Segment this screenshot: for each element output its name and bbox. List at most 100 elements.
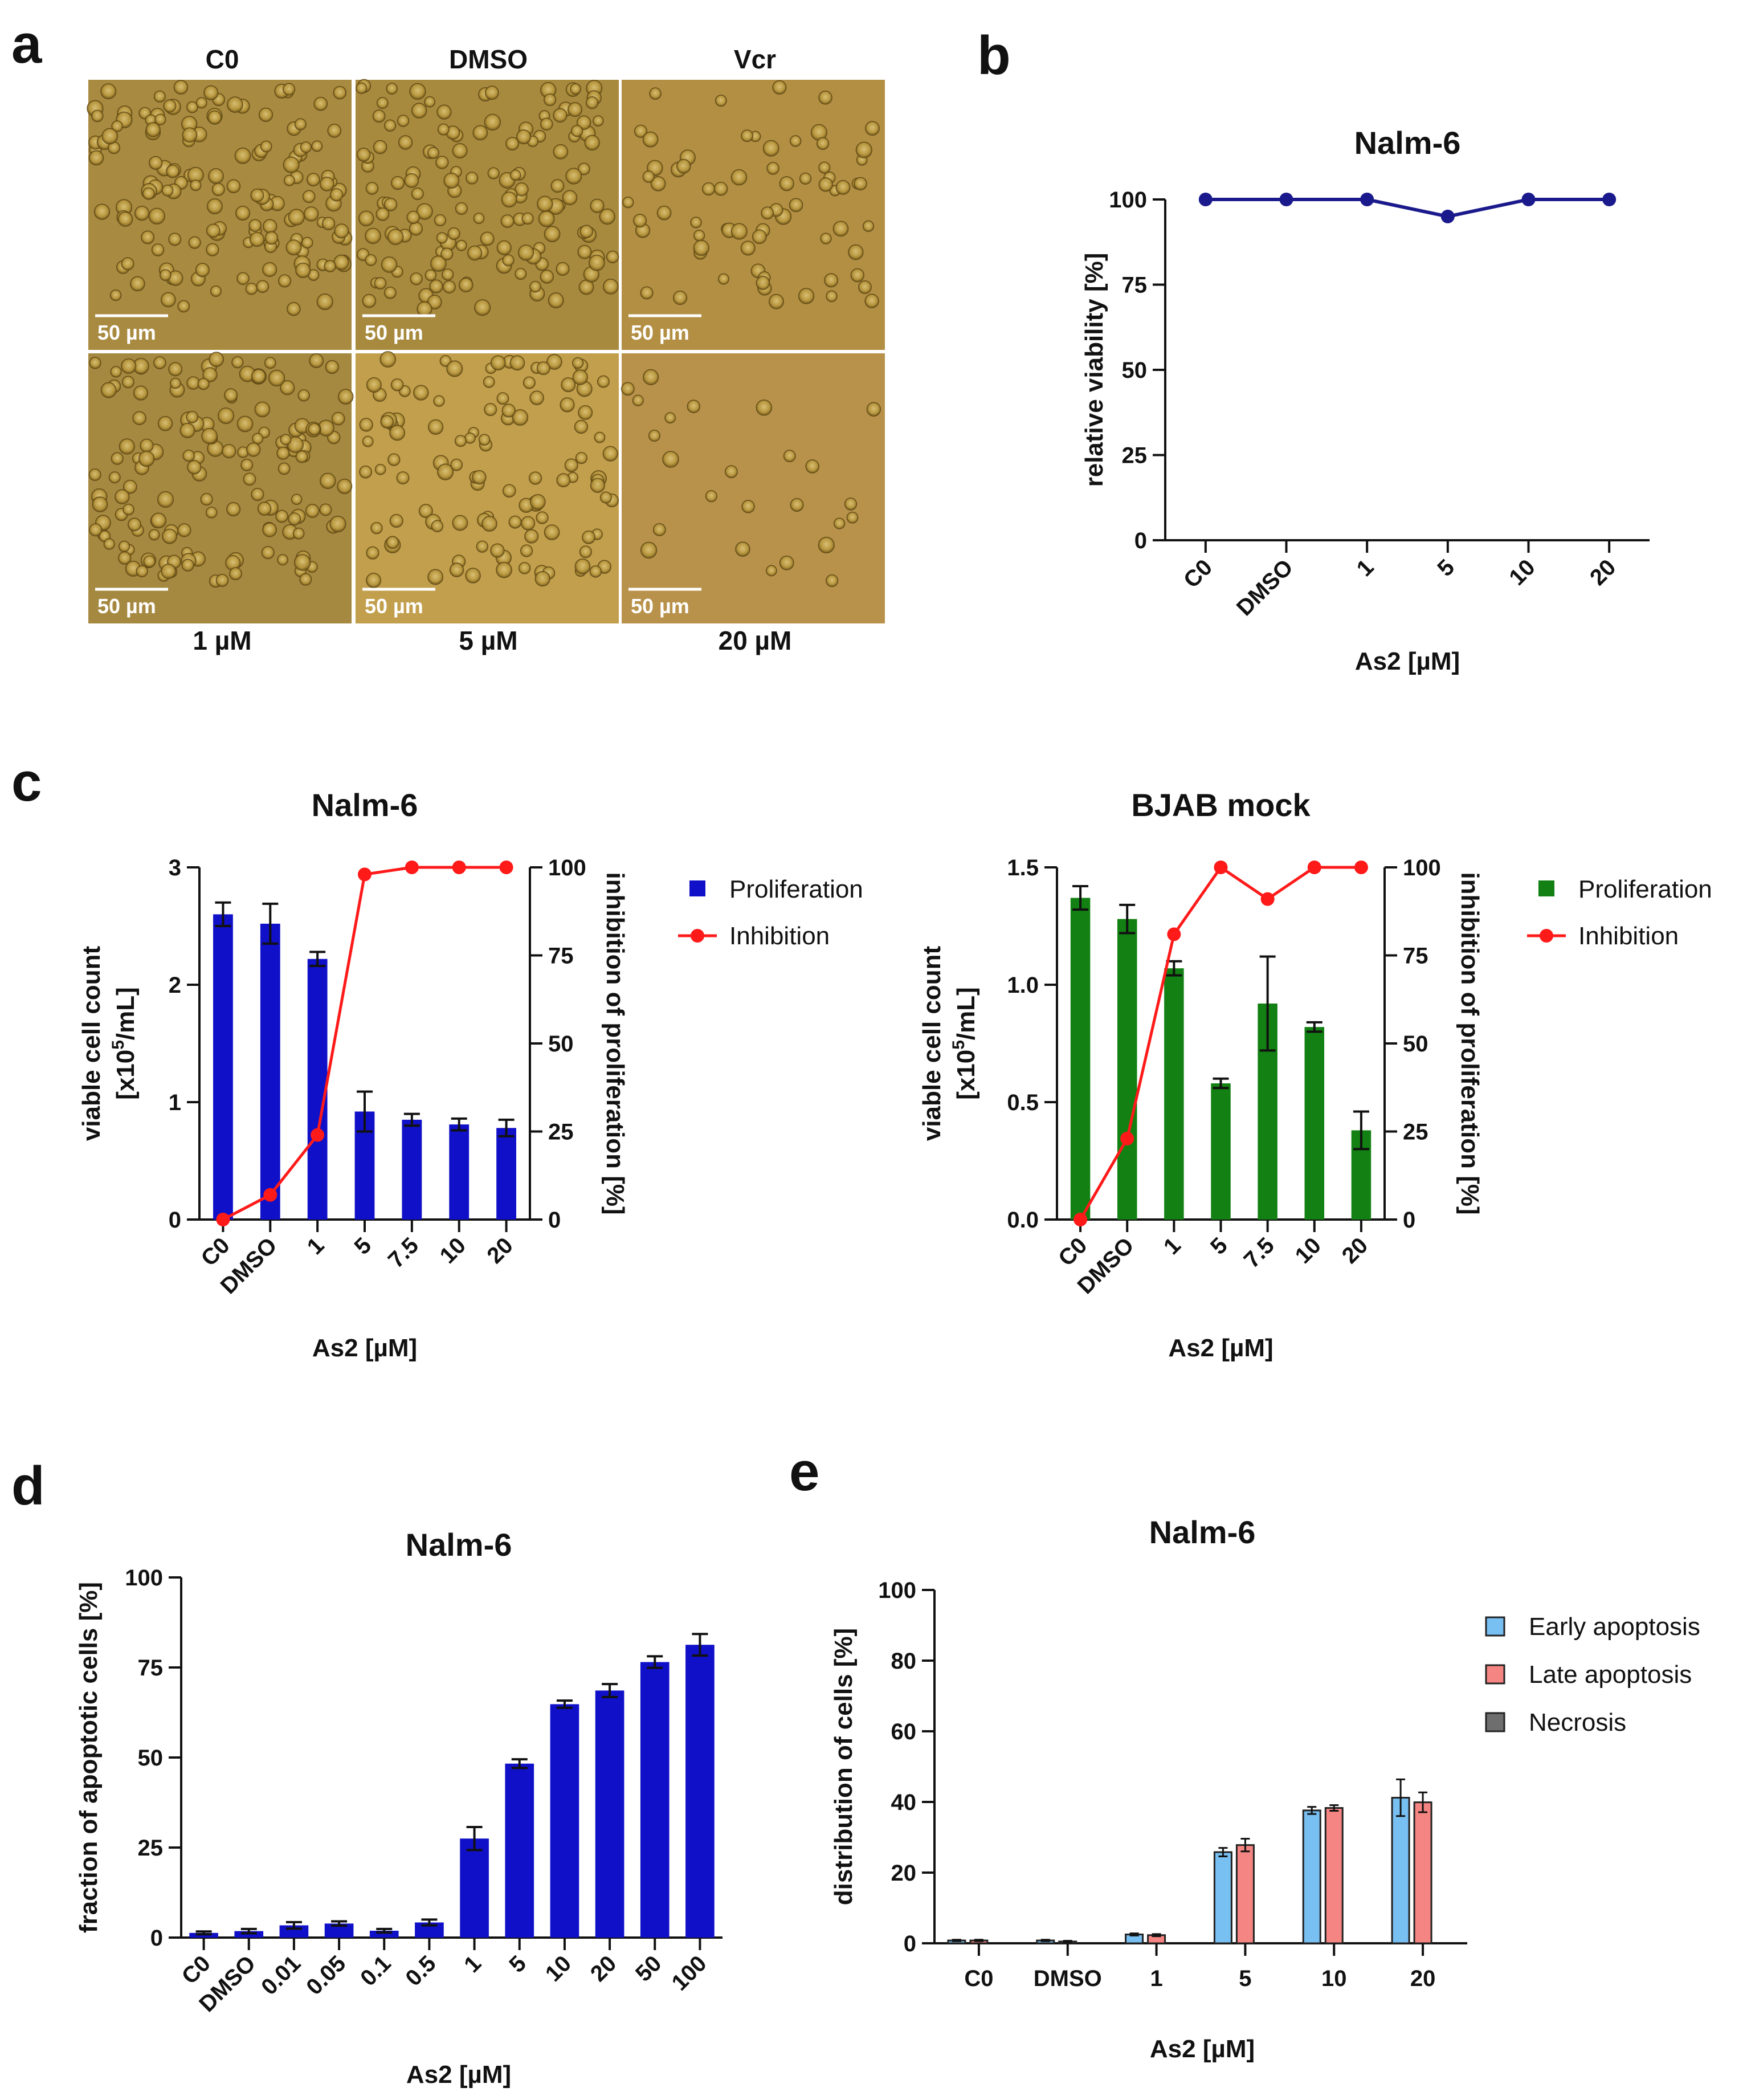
micrograph-tile	[622, 353, 885, 623]
cell-blob	[262, 262, 277, 278]
cell-blob	[203, 85, 219, 100]
cell-blob	[528, 471, 542, 485]
cell-blob	[110, 366, 122, 378]
cell-blob	[454, 435, 467, 447]
cell-blob	[387, 453, 401, 466]
cell-blob	[818, 536, 835, 553]
cell-blob	[243, 472, 256, 486]
cell-blob	[642, 131, 659, 148]
cell-blob	[447, 227, 460, 240]
cell-blob	[805, 459, 820, 474]
cell-blob	[735, 541, 750, 557]
cell-blob	[622, 197, 634, 209]
cell-blob	[365, 182, 379, 195]
cell-blob	[251, 488, 264, 501]
cell-blob	[287, 301, 301, 316]
cell-blob	[381, 256, 398, 273]
cell-blob	[783, 450, 796, 463]
panel-letter-e: e	[789, 1441, 819, 1502]
x-tick-label: 20	[1410, 1966, 1436, 1991]
cell-blob	[208, 168, 224, 184]
cell-blob	[553, 108, 568, 123]
cell-blob	[427, 569, 444, 585]
cell-blob	[103, 538, 115, 550]
cell-blob	[227, 96, 243, 113]
cell-blob	[256, 280, 270, 293]
cell-blob	[258, 107, 274, 122]
x-tick-label: 20	[1585, 554, 1621, 590]
cell-blob	[509, 355, 525, 371]
cell-blob	[329, 515, 346, 533]
x-tick-label: 1	[1352, 554, 1379, 581]
y-tick-label: 40	[891, 1790, 917, 1815]
cell-blob	[820, 233, 832, 244]
x-tick-label: DMSO	[1034, 1966, 1102, 1991]
cell-blob	[179, 422, 195, 438]
cell-blob	[752, 229, 767, 244]
cell-blob	[397, 115, 410, 127]
cell-blob	[387, 229, 404, 246]
inhibition-point	[1073, 1213, 1088, 1226]
inhibition-point	[1120, 1131, 1134, 1145]
cell-blob	[309, 353, 324, 368]
cell-blob	[864, 293, 879, 308]
cell-blob	[254, 401, 271, 418]
cell-blob	[434, 214, 447, 227]
cell-blob	[386, 83, 398, 95]
column-label-dmso: DMSO	[449, 44, 528, 74]
cell-blob	[602, 279, 619, 295]
cell-blob	[443, 173, 460, 189]
panel-letter-d: d	[11, 1455, 45, 1516]
cell-blob	[579, 225, 594, 239]
cell-blob	[301, 236, 313, 249]
cell-blob	[424, 269, 437, 282]
cell-blob	[337, 478, 353, 494]
bar	[1211, 1083, 1231, 1220]
cell-blob	[153, 356, 166, 369]
x-tick-label: 7.5	[1239, 1233, 1279, 1273]
x-tick-label: 0.05	[301, 1951, 350, 2000]
cell-blob	[168, 362, 183, 377]
cell-blob	[466, 172, 479, 185]
cell-blob	[365, 227, 381, 244]
cell-blob	[676, 158, 691, 174]
cell-blob	[602, 446, 618, 462]
y-axis-label: distribution of cells [%]	[830, 1628, 858, 1905]
y2-tick-label: 75	[548, 944, 574, 969]
cell-blob	[138, 450, 155, 467]
cell-blob	[160, 292, 176, 308]
y-axis-unit-label: [x105/mL]	[109, 987, 140, 1100]
cell-blob	[234, 147, 251, 164]
cell-blob	[313, 96, 328, 111]
bar-0	[1391, 1797, 1410, 1944]
cell-blob	[484, 113, 501, 131]
cell-blob	[288, 512, 301, 526]
x-tick-label: 5	[1206, 1233, 1232, 1259]
cell-blob	[100, 382, 117, 398]
data-point	[1440, 209, 1455, 223]
cell-blob	[109, 289, 122, 301]
cell-blob	[517, 244, 534, 261]
inhibition-point	[1354, 861, 1368, 874]
x-tick-label: 1	[303, 1233, 329, 1259]
cell-blob	[590, 478, 605, 493]
cell-blob	[570, 83, 582, 95]
cell-blob	[687, 399, 701, 413]
inhibition-point	[1214, 861, 1228, 874]
cell-blob	[133, 385, 149, 401]
cell-blob	[210, 285, 222, 297]
x-axis-label: As2 [µM]	[406, 2061, 511, 2089]
cell-blob	[574, 419, 589, 434]
cell-blob	[406, 210, 420, 225]
cell-blob	[121, 376, 134, 389]
cell-blob	[324, 260, 336, 272]
cell-blob	[465, 568, 481, 584]
bar	[260, 923, 280, 1220]
cell-blob	[490, 543, 505, 558]
cell-blob	[206, 198, 223, 215]
cell-blob	[536, 511, 549, 524]
cell-blob	[93, 203, 111, 220]
cell-blob	[141, 230, 155, 244]
